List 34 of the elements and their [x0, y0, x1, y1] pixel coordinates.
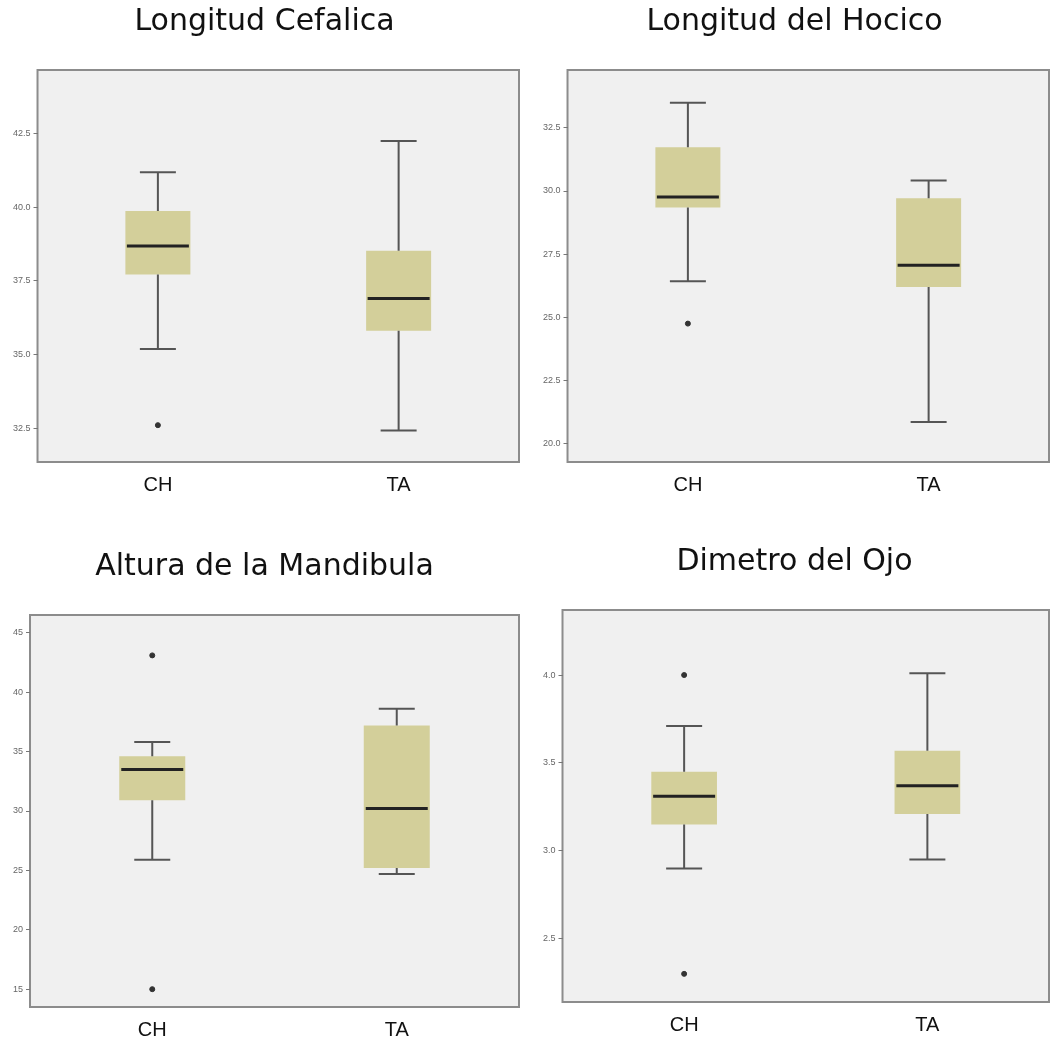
y-tick-label: 2.5 — [543, 933, 556, 944]
y-tick-label: 4.0 — [543, 669, 556, 680]
y-tick-label: 37.5 — [12, 275, 31, 286]
x-tick-label: TA — [386, 472, 412, 495]
y-tick-label: 40.0 — [12, 201, 31, 212]
y-tick-label: 35 — [13, 746, 24, 757]
x-tick-label: TA — [915, 1012, 941, 1035]
y-tick-label: 42.5 — [12, 127, 31, 138]
y-tick-label: 27.5 — [542, 248, 561, 259]
y-tick-label: 40 — [13, 686, 24, 697]
y-tick-label: 3.5 — [543, 757, 556, 768]
y-tick-label: 32.5 — [12, 422, 31, 433]
chart-title: Longitud del Hocico — [646, 1, 943, 37]
y-tick-label: 3.0 — [543, 845, 556, 856]
y-tick-label: 22.5 — [542, 374, 561, 385]
y-tick-label: 20 — [13, 924, 24, 935]
y-tick-label: 30.0 — [542, 185, 561, 196]
y-tick-label: 20.0 — [542, 437, 561, 448]
y-tick-label: 35.0 — [12, 348, 31, 359]
y-tick-label: 30 — [13, 805, 24, 816]
chart-title: Dimetro del Ojo — [676, 541, 913, 577]
y-tick-label: 45 — [13, 627, 24, 638]
chart-title: Altura de la Mandibula — [95, 546, 434, 582]
y-tick-label: 32.5 — [542, 122, 561, 133]
y-tick-label: 25 — [13, 864, 24, 875]
y-tick-label: 15 — [13, 983, 24, 994]
chart-title: Longitud Cefalica — [134, 1, 395, 37]
x-tick-label: TA — [916, 472, 942, 495]
x-tick-label: CH — [143, 472, 173, 495]
x-tick-label: CH — [673, 472, 703, 495]
y-tick-label: 25.0 — [542, 311, 561, 322]
x-tick-label: CH — [669, 1012, 699, 1035]
x-tick-label: TA — [384, 1017, 410, 1040]
x-tick-label: CH — [137, 1017, 167, 1040]
